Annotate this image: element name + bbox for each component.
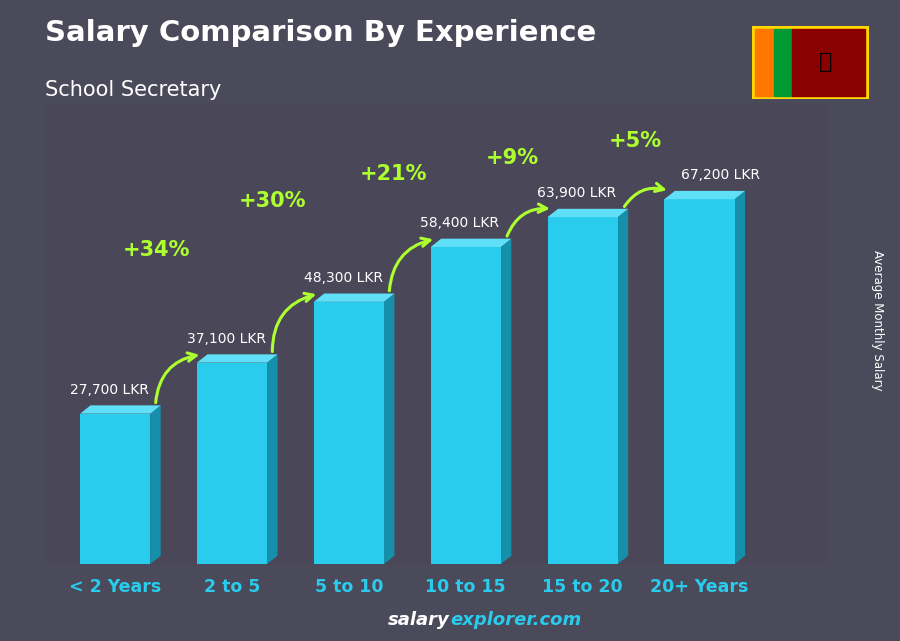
- FancyBboxPatch shape: [431, 247, 500, 564]
- Polygon shape: [267, 354, 277, 564]
- Text: explorer.com: explorer.com: [450, 612, 581, 629]
- Polygon shape: [500, 238, 511, 564]
- Text: +21%: +21%: [359, 164, 427, 184]
- Text: 48,300 LKR: 48,300 LKR: [303, 271, 382, 285]
- FancyBboxPatch shape: [547, 217, 617, 564]
- Polygon shape: [314, 294, 394, 302]
- Text: +34%: +34%: [122, 240, 190, 260]
- Polygon shape: [664, 191, 745, 199]
- Polygon shape: [197, 354, 277, 363]
- FancyBboxPatch shape: [80, 413, 150, 564]
- Polygon shape: [431, 238, 511, 247]
- Polygon shape: [547, 209, 628, 217]
- Text: 37,100 LKR: 37,100 LKR: [186, 331, 266, 345]
- FancyBboxPatch shape: [664, 199, 734, 564]
- Text: 58,400 LKR: 58,400 LKR: [420, 216, 500, 230]
- Bar: [774, 29, 793, 96]
- Text: +30%: +30%: [239, 191, 307, 211]
- Text: salary: salary: [388, 612, 450, 629]
- Text: 🦁: 🦁: [818, 53, 832, 72]
- Text: Average Monthly Salary: Average Monthly Salary: [871, 250, 884, 391]
- Polygon shape: [80, 405, 161, 413]
- Bar: [793, 29, 865, 96]
- FancyBboxPatch shape: [197, 363, 267, 564]
- Polygon shape: [384, 294, 394, 564]
- Text: School Secretary: School Secretary: [45, 80, 221, 100]
- Text: 27,700 LKR: 27,700 LKR: [70, 383, 148, 397]
- FancyBboxPatch shape: [314, 302, 384, 564]
- Text: +5%: +5%: [608, 131, 662, 151]
- Polygon shape: [150, 405, 161, 564]
- Polygon shape: [734, 191, 745, 564]
- Text: 63,900 LKR: 63,900 LKR: [537, 186, 616, 200]
- Text: Salary Comparison By Experience: Salary Comparison By Experience: [45, 19, 596, 47]
- Bar: [755, 29, 774, 96]
- Text: +9%: +9%: [486, 147, 539, 168]
- Text: 67,200 LKR: 67,200 LKR: [681, 168, 760, 182]
- Polygon shape: [617, 209, 628, 564]
